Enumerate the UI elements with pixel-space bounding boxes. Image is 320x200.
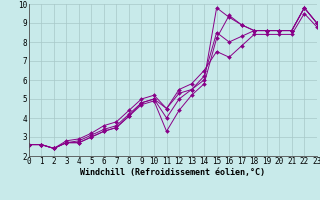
X-axis label: Windchill (Refroidissement éolien,°C): Windchill (Refroidissement éolien,°C)	[80, 168, 265, 177]
